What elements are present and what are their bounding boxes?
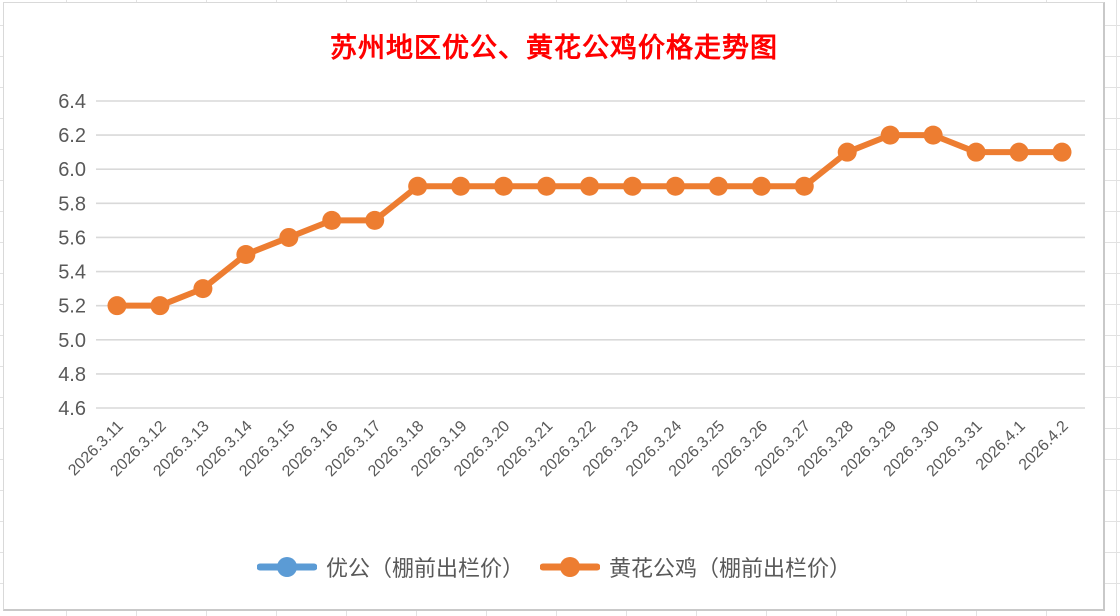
legend-item-huanghua: 黄花公鸡（棚前出栏价） bbox=[540, 551, 851, 583]
legend-label-yougong: 优公（棚前出栏价） bbox=[325, 556, 524, 581]
y-axis-tick-label: 5.6 bbox=[58, 227, 86, 249]
legend-marker-line-dot-icon bbox=[256, 557, 317, 577]
y-axis-tick-label: 5.2 bbox=[58, 296, 86, 318]
legend-item-yougong: 优公（棚前出栏价） bbox=[256, 551, 524, 583]
data-point bbox=[923, 125, 943, 145]
data-point bbox=[622, 176, 642, 196]
data-point bbox=[236, 245, 256, 264]
data-point bbox=[193, 279, 213, 299]
series-line-1 bbox=[114, 132, 1065, 309]
data-point bbox=[537, 176, 557, 196]
y-axis-tick-label: 5.4 bbox=[58, 262, 86, 284]
data-point bbox=[107, 296, 127, 316]
data-point bbox=[794, 176, 814, 196]
data-point bbox=[322, 210, 342, 230]
data-point bbox=[1052, 142, 1072, 162]
data-point bbox=[580, 176, 599, 196]
data-point bbox=[494, 176, 514, 196]
data-point bbox=[966, 142, 986, 162]
data-point bbox=[408, 176, 428, 196]
data-point bbox=[880, 125, 900, 145]
data-point bbox=[708, 176, 728, 196]
data-point bbox=[451, 176, 471, 196]
y-axis-tick-label: 6.4 bbox=[58, 91, 86, 113]
y-axis-tick-label: 4.8 bbox=[58, 364, 86, 386]
y-axis-tick-label: 6.0 bbox=[58, 159, 86, 181]
data-point bbox=[365, 210, 385, 230]
chart-canvas bbox=[3, 2, 1105, 611]
data-point bbox=[665, 176, 685, 196]
data-point bbox=[1009, 142, 1029, 162]
y-axis-tick-label: 5.0 bbox=[58, 330, 86, 352]
y-axis-tick-label: 6.2 bbox=[58, 125, 86, 147]
chart-title: 苏州地区优公、黄花公鸡价格走势图 bbox=[330, 33, 778, 63]
data-point bbox=[751, 176, 771, 196]
data-point bbox=[837, 142, 857, 162]
y-axis-tick-label: 5.8 bbox=[58, 193, 86, 215]
legend-label-huanghua: 黄花公鸡（棚前出栏价） bbox=[609, 556, 852, 581]
y-axis-tick-label: 4.6 bbox=[58, 398, 86, 420]
data-point bbox=[279, 227, 299, 247]
legend-marker-line-dot-icon bbox=[540, 557, 600, 577]
data-point bbox=[150, 296, 170, 316]
chart-legend: 优公（棚前出栏价） 黄花公鸡（棚前出栏价） bbox=[3, 551, 1105, 583]
